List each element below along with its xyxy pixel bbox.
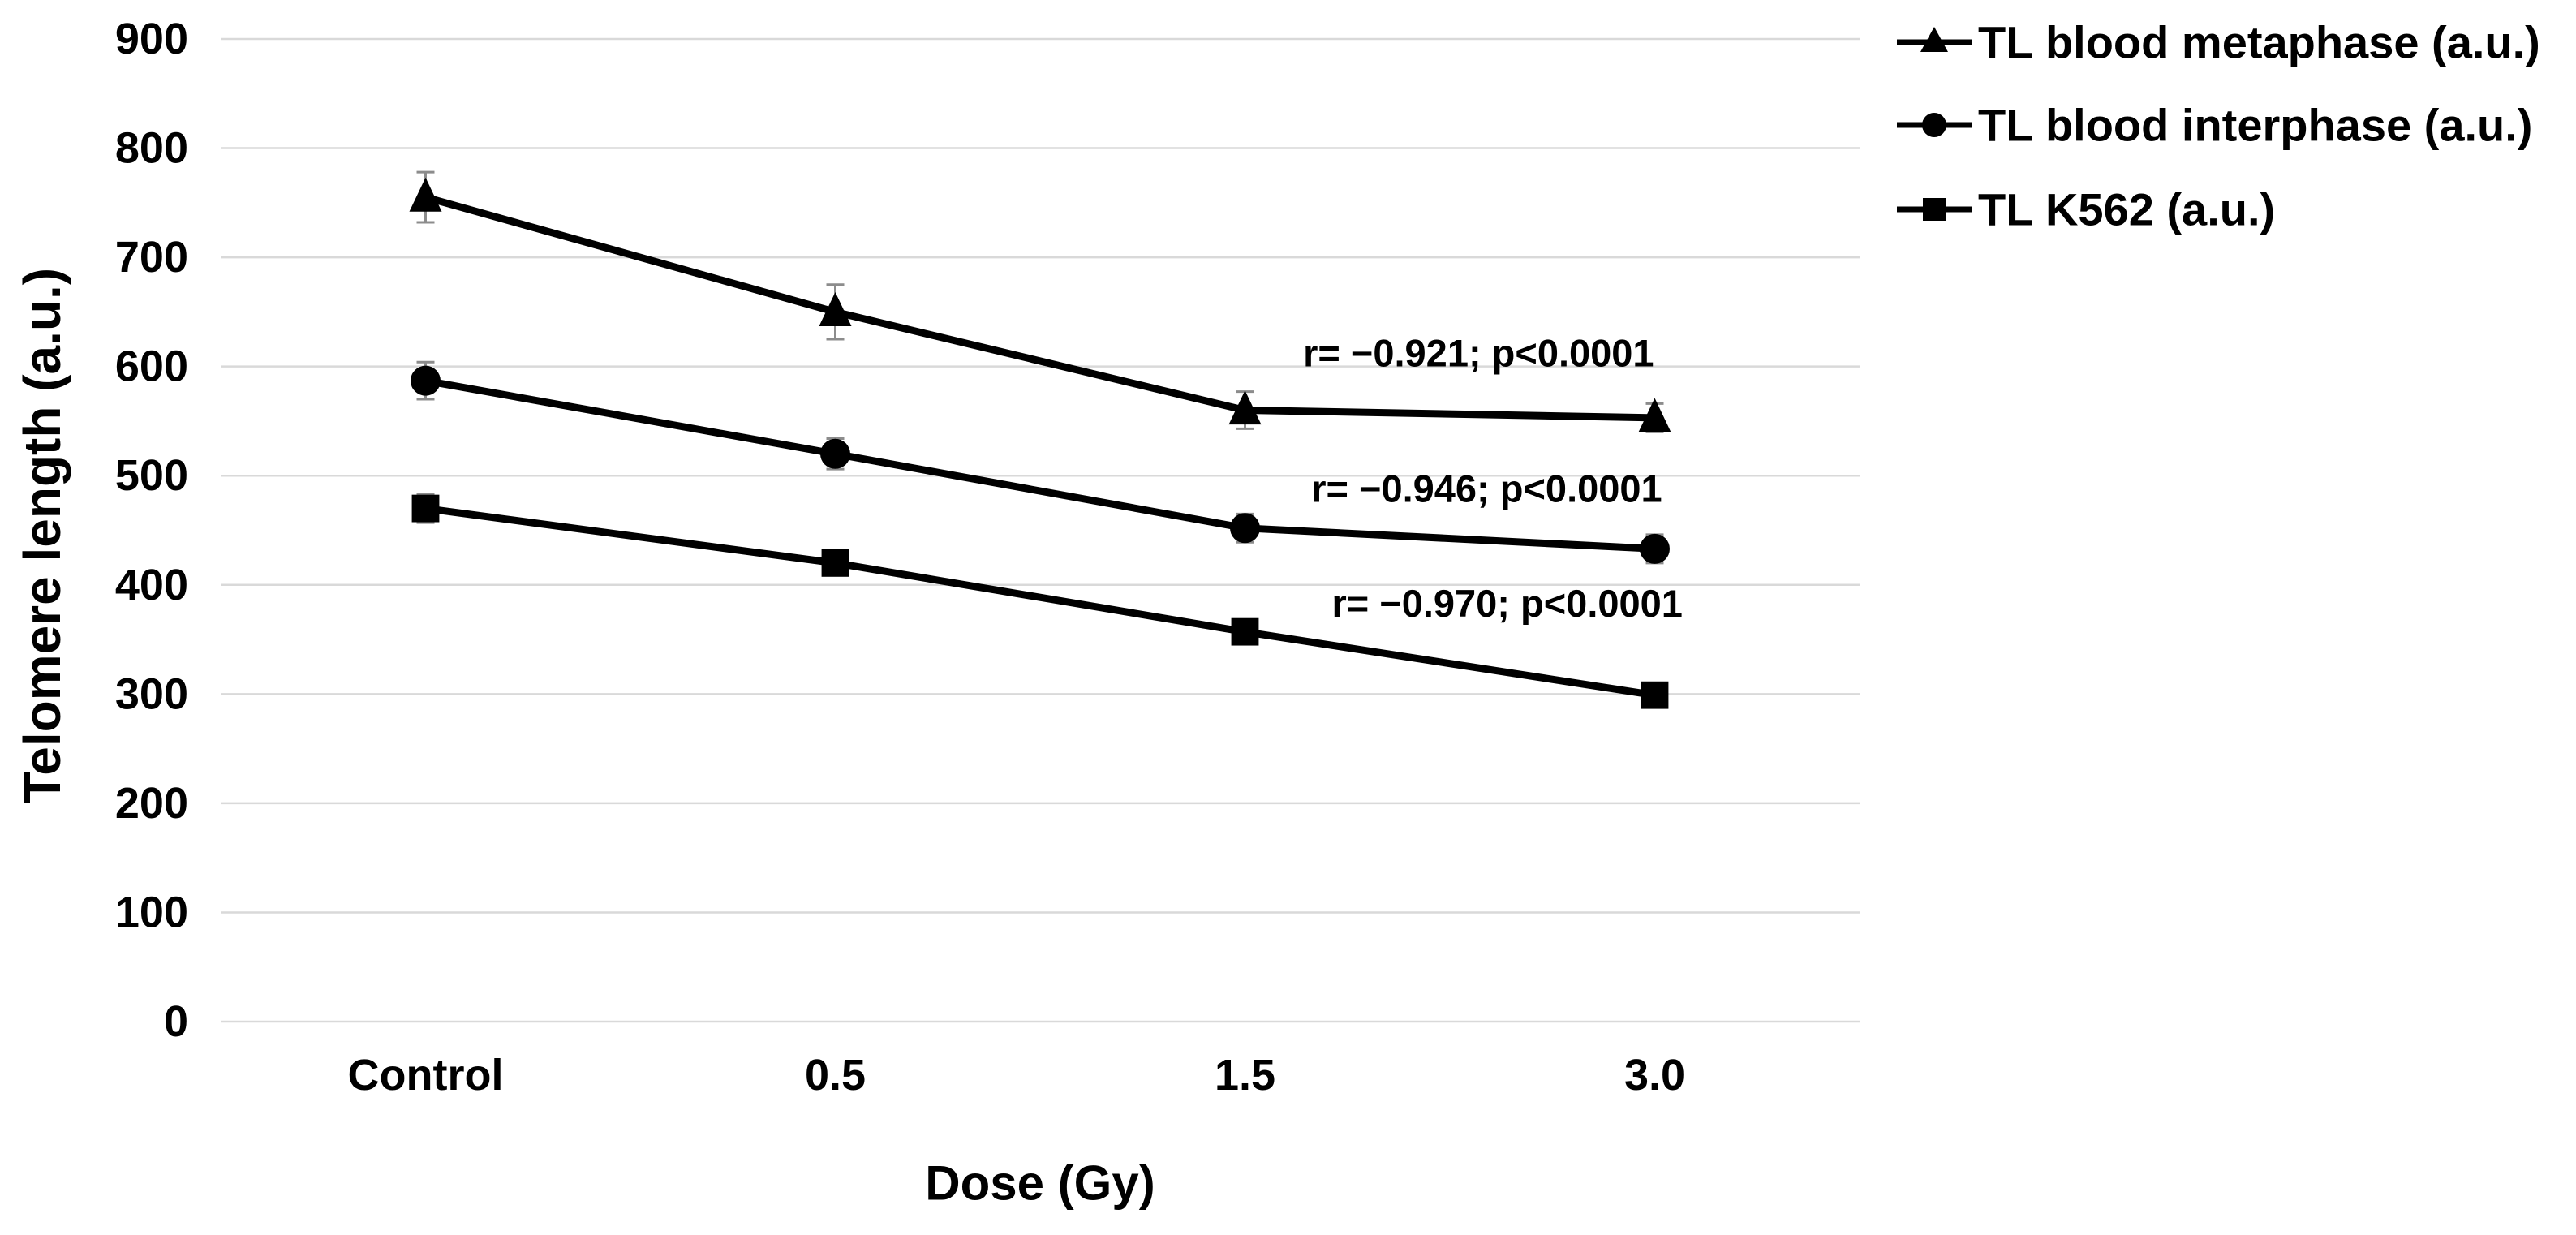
series-line [422, 377, 1658, 553]
legend-item: TL K562 (a.u.) [1897, 184, 2275, 235]
series-marker-square [1231, 618, 1259, 646]
legend-circle-icon [1922, 113, 1946, 137]
y-axis-title: Telomere length (a.u.) [13, 267, 71, 804]
series-marker-circle [1230, 513, 1260, 544]
legend-triangle-icon [1920, 27, 1948, 52]
correlation-annotation: r= −0.921; p<0.0001 [1303, 332, 1654, 375]
series-marker-circle [1640, 533, 1670, 564]
legend-item-label: TL blood interphase (a.u.) [1978, 100, 2532, 151]
x-tick-label: 1.5 [1215, 1051, 1275, 1099]
y-tick-label: 500 [115, 451, 188, 500]
y-tick-label: 800 [115, 124, 188, 173]
series-circle [411, 360, 1670, 565]
y-tick-label: 400 [115, 561, 188, 609]
series-marker-square [821, 549, 849, 577]
correlation-annotation: r= −0.946; p<0.0001 [1311, 467, 1662, 510]
x-tick-label: 3.0 [1624, 1051, 1685, 1099]
y-tick-label: 0 [164, 997, 188, 1046]
correlation-annotations: r= −0.921; p<0.0001 r= −0.946; p<0.0001 r=… [1303, 332, 1683, 625]
legend-item: TL blood metaphase (a.u.) [1897, 17, 2540, 68]
y-tick-label: 100 [115, 888, 188, 936]
y-tick-label: 900 [115, 15, 188, 63]
correlation-annotation: r= −0.970; p<0.0001 [1331, 582, 1682, 625]
series-line [422, 193, 1658, 422]
series-marker-square [411, 494, 440, 523]
series-square [411, 493, 1669, 709]
series-triangle [409, 170, 1671, 433]
series-marker-square [1641, 681, 1669, 709]
series-marker-triangle [1228, 390, 1262, 425]
series-marker-triangle [409, 177, 442, 212]
x-tick-label: 0.5 [805, 1051, 866, 1099]
y-tick-label: 700 [115, 233, 188, 282]
x-tick-label: Control [348, 1051, 504, 1099]
legend-item-label: TL blood metaphase (a.u.) [1978, 17, 2540, 68]
x-axis-title: Dose (Gy) [925, 1155, 1155, 1211]
y-tick-label: 300 [115, 669, 188, 718]
legend: TL blood metaphase (a.u.) TL blood interp… [1897, 17, 2540, 235]
y-axis-tick-labels: 0 100 200 300 400 500 600 700 800 900 [115, 15, 188, 1046]
y-tick-label: 600 [115, 342, 188, 391]
series-marker-circle [820, 438, 850, 469]
y-tick-label: 200 [115, 779, 188, 828]
series-line [422, 505, 1658, 699]
legend-item: TL blood interphase (a.u.) [1897, 100, 2532, 151]
series-marker-triangle [819, 292, 852, 327]
gridlines [221, 37, 1860, 1023]
legend-item-label: TL K562 (a.u.) [1978, 184, 2275, 235]
legend-square-icon [1923, 198, 1946, 221]
series-marker-triangle [1638, 398, 1671, 432]
x-axis-tick-labels: Control 0.5 1.5 3.0 [348, 1051, 1686, 1099]
series-marker-circle [411, 365, 441, 396]
